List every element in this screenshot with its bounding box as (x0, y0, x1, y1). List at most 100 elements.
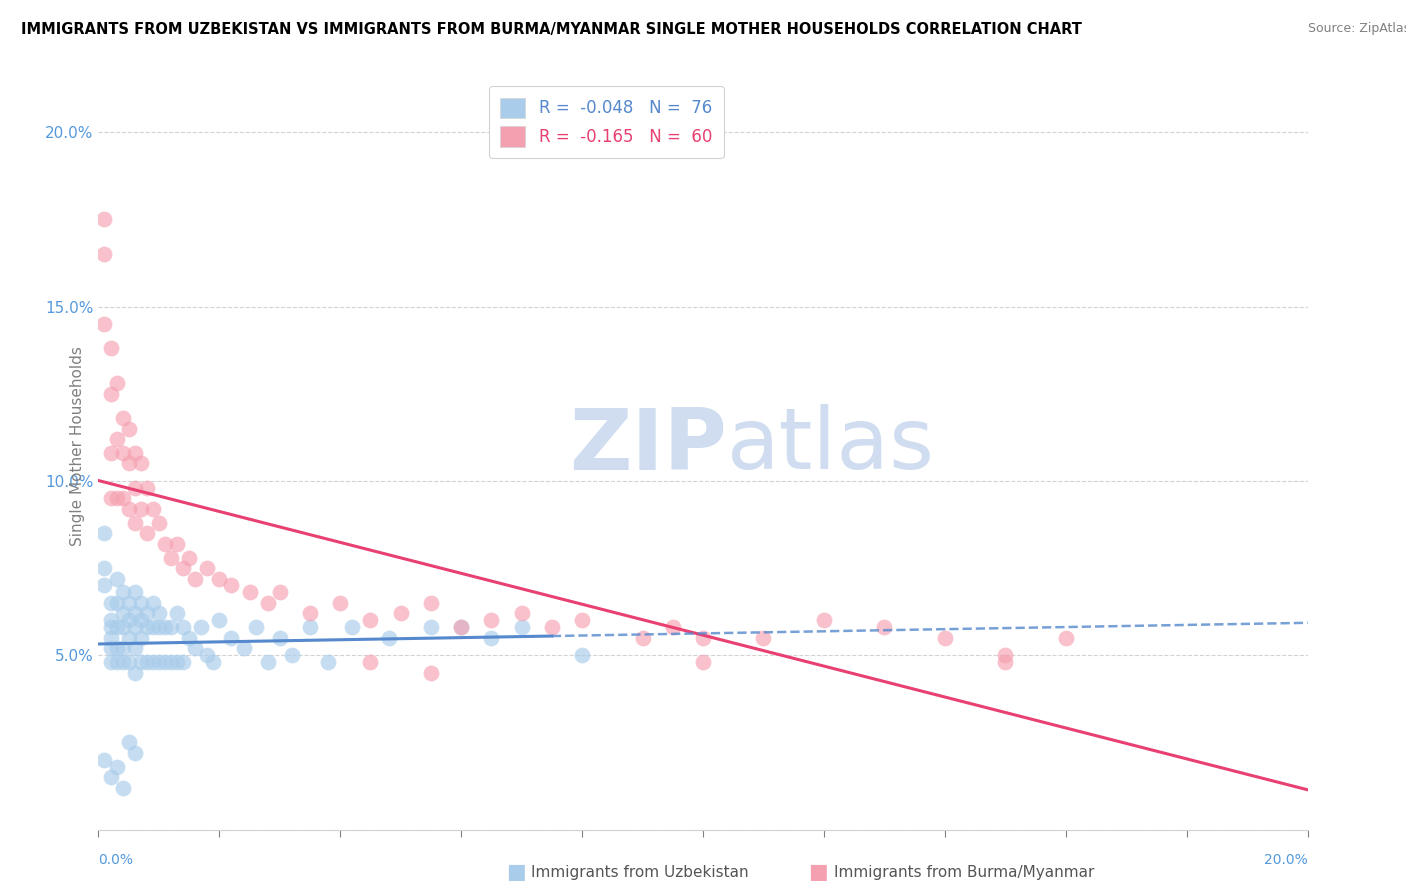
Point (100, 446, 122, 460)
Point (148, 607, 170, 621)
Point (172, 620, 194, 634)
Point (124, 746, 146, 760)
Point (111, 446, 134, 460)
Point (148, 655, 170, 669)
Point (111, 641, 134, 656)
Point (450, 620, 472, 634)
Point (195, 561, 218, 575)
Point (111, 607, 134, 621)
Point (135, 526, 157, 541)
Point (124, 607, 146, 621)
Point (269, 631, 291, 645)
Point (256, 596, 278, 610)
Point (111, 585, 134, 599)
Point (752, 631, 775, 645)
Text: 0.0%: 0.0% (98, 853, 134, 867)
Point (208, 613, 231, 627)
Point (160, 550, 183, 565)
Point (100, 342, 122, 356)
Point (190, 620, 212, 634)
Point (118, 501, 141, 516)
Point (142, 501, 165, 516)
Point (93, 578, 115, 592)
Point (377, 631, 399, 645)
Point (124, 665, 146, 680)
Point (105, 641, 128, 656)
Point (420, 665, 443, 680)
Y-axis label: Single Mother Households: Single Mother Households (69, 346, 84, 546)
Point (184, 572, 207, 586)
Point (239, 585, 262, 599)
Point (232, 641, 254, 656)
Point (316, 655, 339, 669)
Point (105, 596, 128, 610)
Text: ■: ■ (506, 863, 526, 882)
Point (661, 620, 683, 634)
Point (93, 753, 115, 767)
Point (105, 620, 128, 634)
Point (118, 655, 141, 669)
Point (100, 631, 122, 645)
Point (111, 491, 134, 506)
Point (166, 536, 188, 550)
Point (118, 421, 141, 435)
Point (510, 607, 533, 621)
Point (160, 655, 183, 669)
Point (184, 641, 207, 656)
Text: ZIP: ZIP (569, 404, 727, 488)
Point (481, 631, 503, 645)
Point (202, 655, 225, 669)
Point (105, 760, 128, 774)
Point (179, 550, 201, 565)
Point (160, 620, 183, 634)
Point (692, 655, 714, 669)
Legend: R =  -0.048   N =  76, R =  -0.165   N =  60: R = -0.048 N = 76, R = -0.165 N = 60 (489, 87, 724, 159)
Point (135, 481, 157, 495)
Point (994, 655, 1017, 669)
Point (111, 620, 134, 634)
Point (256, 655, 278, 669)
Point (360, 613, 382, 627)
Point (148, 516, 170, 530)
Text: atlas: atlas (727, 404, 935, 488)
Point (93, 247, 115, 261)
Text: Immigrants from Uzbekistan: Immigrants from Uzbekistan (531, 865, 749, 880)
Point (153, 620, 176, 634)
Text: Immigrants from Burma/Myanmar: Immigrants from Burma/Myanmar (834, 865, 1094, 880)
Point (142, 620, 165, 634)
Point (105, 376, 128, 391)
Point (166, 655, 188, 669)
Point (481, 613, 503, 627)
Point (111, 411, 134, 425)
Point (360, 655, 382, 669)
Point (299, 620, 322, 634)
Point (1054, 631, 1077, 645)
Point (124, 641, 146, 656)
Point (93, 212, 115, 227)
Point (118, 735, 141, 749)
Point (100, 386, 122, 401)
Point (124, 585, 146, 599)
Point (571, 613, 593, 627)
Point (100, 770, 122, 784)
Text: ■: ■ (808, 863, 828, 882)
Point (111, 780, 134, 795)
Text: 20.0%: 20.0% (1264, 853, 1308, 867)
Point (342, 620, 364, 634)
Point (124, 481, 146, 495)
Point (93, 317, 115, 331)
Point (420, 596, 443, 610)
Point (100, 641, 122, 656)
Point (571, 648, 593, 663)
Point (124, 516, 146, 530)
Point (111, 655, 134, 669)
Point (631, 631, 654, 645)
Point (93, 561, 115, 575)
Point (153, 655, 176, 669)
Point (221, 578, 243, 592)
Point (93, 526, 115, 541)
Point (105, 572, 128, 586)
Point (510, 620, 533, 634)
Point (329, 596, 352, 610)
Point (142, 655, 165, 669)
